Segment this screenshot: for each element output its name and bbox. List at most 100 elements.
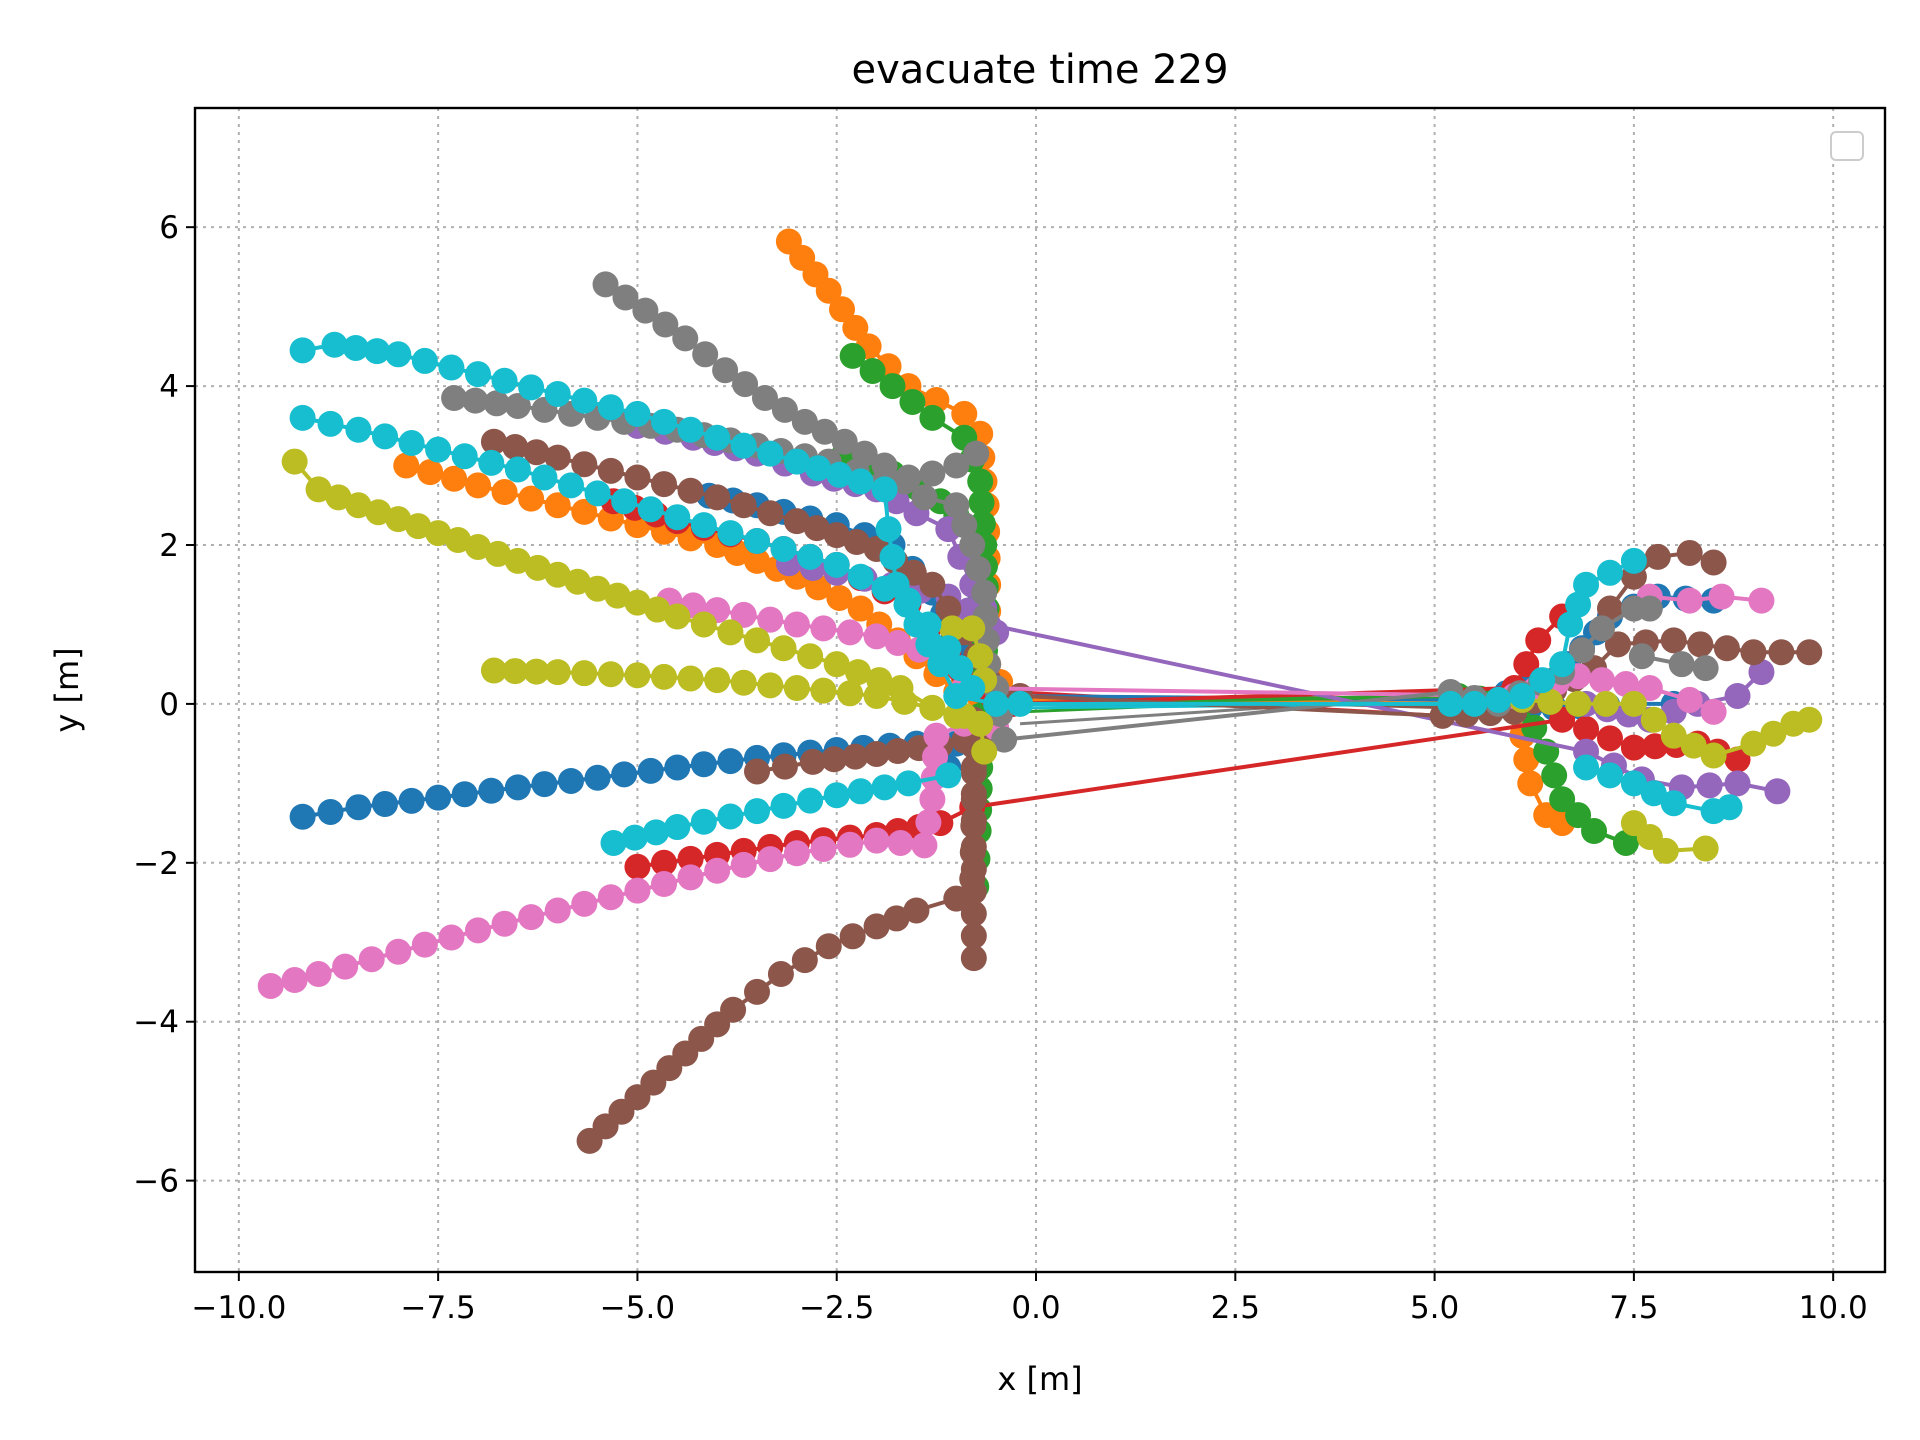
trajectory-point: [411, 931, 438, 958]
trajectory-point: [405, 513, 432, 540]
trajectory-point: [664, 754, 691, 781]
trajectory-point: [1513, 746, 1540, 773]
trajectory-point: [462, 387, 489, 414]
trajectory-point: [1596, 595, 1623, 622]
trajectory-point: [960, 856, 987, 883]
trajectory-point: [664, 504, 691, 531]
trajectory-point: [478, 777, 505, 804]
trajectory-point: [1700, 698, 1727, 725]
x-tick-label: 10.0: [1799, 1290, 1868, 1326]
trajectory-point: [484, 540, 511, 567]
axis-ticks: −10.0 −7.5 −5.0 −2.5 0.0 2.5 5.0 7.5 10.0 −6 −4 −2 0…: [133, 210, 1867, 1326]
trajectory-point: [947, 655, 974, 682]
trajectory-point: [1796, 706, 1823, 733]
trajectory-point: [1565, 690, 1592, 717]
trajectory-point: [672, 325, 699, 352]
trajectory-point: [960, 945, 987, 972]
trajectory-point: [863, 623, 890, 650]
trajectory-point: [837, 619, 864, 646]
trajectory-point: [523, 439, 550, 466]
trajectory-point: [451, 443, 478, 470]
trajectory-point: [839, 923, 866, 950]
trajectory-point: [1589, 615, 1616, 642]
trajectory-point: [1596, 762, 1623, 789]
trajectory-point: [757, 440, 784, 467]
trajectory-point: [863, 913, 890, 940]
trajectory-point: [491, 910, 518, 937]
trajectory-point: [919, 460, 946, 487]
trajectory-point: [1764, 778, 1791, 805]
trajectory-point: [968, 489, 995, 516]
trajectory-point: [842, 743, 869, 770]
trajectory-point: [1724, 682, 1751, 709]
trajectory-point: [385, 506, 412, 533]
trajectory-point: [1620, 547, 1647, 574]
trajectory-point: [871, 476, 898, 503]
trajectory-point: [837, 831, 864, 858]
trajectory-point: [632, 297, 659, 324]
trajectory-point: [504, 456, 531, 483]
trajectory-point: [597, 661, 624, 688]
trajectory-point: [624, 400, 651, 427]
trajectory-point: [1716, 794, 1743, 821]
trajectory-point: [464, 917, 491, 944]
trajectory-series: [289, 404, 986, 702]
trajectory-point: [717, 803, 744, 830]
trajectory-point: [1007, 690, 1034, 717]
trajectory-point: [1589, 667, 1616, 694]
trajectory-point: [1692, 655, 1719, 682]
trajectory-point: [963, 440, 990, 467]
trajectory-point: [1573, 716, 1600, 743]
trajectory-point: [305, 476, 332, 503]
trajectory-point: [624, 464, 651, 491]
trajectory-point: [1713, 635, 1740, 662]
y-tick-label: 6: [159, 210, 179, 246]
trajectory-point: [345, 492, 372, 519]
trajectory-point: [621, 824, 648, 851]
trajectory-point: [321, 331, 348, 358]
trajectory-point: [887, 829, 914, 856]
trajectory-point: [823, 782, 850, 809]
trajectory-point: [502, 658, 529, 685]
trajectory-point: [1565, 802, 1592, 829]
trajectory-point: [879, 543, 906, 570]
trajectory-point: [842, 314, 869, 341]
trajectory-point: [518, 485, 545, 512]
trajectory-point: [960, 900, 987, 927]
trajectory-point: [398, 787, 425, 814]
trajectory-point: [967, 643, 994, 670]
trajectory-point: [385, 341, 412, 368]
trajectory-point: [1724, 746, 1751, 773]
trajectory-point: [767, 961, 794, 988]
trajectory-point: [504, 774, 531, 801]
trajectory-point: [365, 499, 392, 526]
trajectory-point: [783, 840, 810, 867]
trajectory-point: [810, 836, 837, 863]
trajectory-point: [871, 575, 898, 602]
trajectory-point: [692, 341, 719, 368]
trajectory-point: [751, 385, 778, 412]
trajectory-point: [915, 631, 942, 658]
trajectory-point: [911, 832, 938, 859]
trajectory-point: [677, 845, 704, 872]
trajectory-point: [518, 904, 545, 931]
trajectory-point: [884, 629, 911, 656]
trajectory-series: [281, 448, 978, 729]
trajectory-point: [651, 408, 678, 435]
trajectory-point: [960, 833, 987, 860]
trajectory-point: [651, 471, 678, 498]
trajectory-point: [1573, 571, 1600, 598]
trajectory-point: [1796, 639, 1823, 666]
trajectory-point: [425, 520, 452, 547]
trajectory-point: [744, 758, 771, 785]
trajectory-point: [677, 477, 704, 504]
trajectory-point: [564, 568, 591, 595]
trajectory-point: [915, 809, 942, 836]
trajectory-point: [1529, 667, 1556, 694]
x-axis-label: x [m]: [997, 1360, 1082, 1398]
trajectory-point: [895, 464, 922, 491]
trajectory-point: [652, 311, 679, 338]
trajectory-point: [883, 905, 910, 932]
trajectory-point: [1724, 770, 1751, 797]
trajectory-point: [571, 451, 598, 478]
